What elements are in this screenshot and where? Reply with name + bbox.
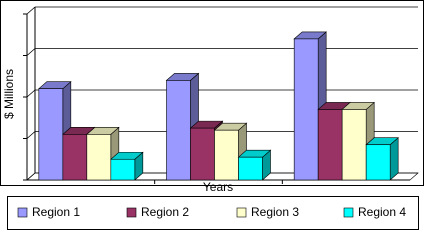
bar — [110, 158, 136, 181]
legend-label: Region 3 — [251, 205, 299, 219]
bar — [365, 144, 391, 181]
bar — [317, 109, 343, 181]
legend-label: Region 2 — [141, 205, 189, 219]
legend-swatch — [126, 207, 137, 218]
legend-swatch — [343, 207, 354, 218]
bar — [341, 109, 367, 181]
grid-diagonal — [26, 6, 36, 15]
grid-diagonal — [26, 89, 36, 98]
legend-label: Region 4 — [358, 205, 406, 219]
bar — [166, 80, 191, 181]
legend-label: Region 1 — [32, 205, 80, 219]
legend-swatch — [236, 207, 247, 218]
y-axis-label: $ Millions — [2, 69, 16, 119]
grid-diagonal — [26, 172, 36, 181]
bar — [238, 156, 263, 181]
bar — [214, 129, 239, 181]
bar — [293, 38, 319, 181]
bar — [86, 134, 112, 181]
legend-swatch — [17, 207, 28, 218]
bar — [190, 127, 215, 181]
bar — [38, 88, 64, 181]
grid-diagonal — [26, 48, 36, 56]
x-axis-label: Years — [203, 180, 233, 194]
grid-diagonal — [26, 131, 36, 139]
bar — [62, 134, 88, 181]
